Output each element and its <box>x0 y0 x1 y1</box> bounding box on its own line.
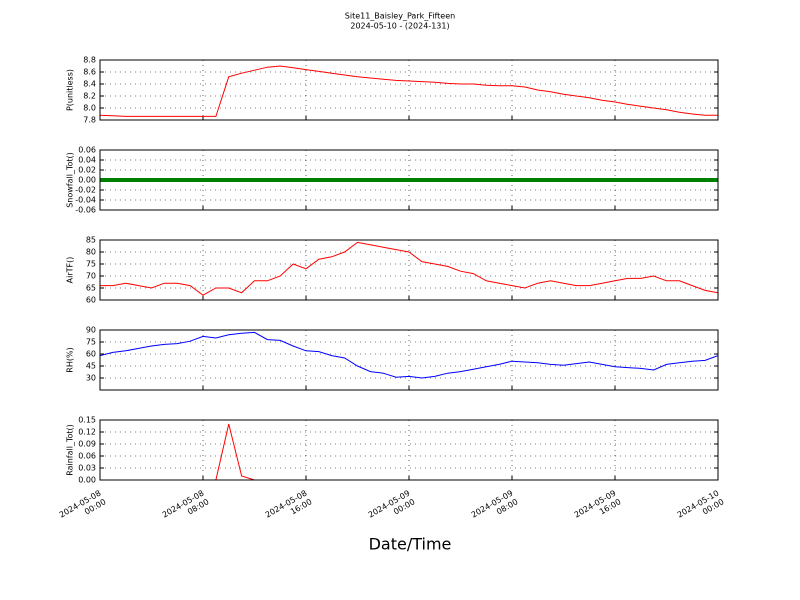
y-tick-label: 0.00 <box>78 476 96 485</box>
data-line <box>100 331 718 379</box>
y-tick-label: 0.15 <box>78 416 96 425</box>
y-tick-label: 8.4 <box>83 80 96 89</box>
y-tick-label: 8.2 <box>83 92 96 101</box>
plot-frame <box>99 59 719 121</box>
y-tick-label: 45 <box>86 362 96 371</box>
y-tick-label: 8.0 <box>83 104 96 113</box>
data-line <box>100 241 718 296</box>
y-tick-label: 0.06 <box>78 452 96 461</box>
y-tick-label: 75 <box>86 260 96 269</box>
y-tick-label: 0.04 <box>78 156 96 165</box>
y-tick-label: 60 <box>86 350 96 359</box>
y-tick-label: -0.06 <box>75 206 96 215</box>
y-tick-label: 70 <box>86 272 96 281</box>
chart-title: Site11_Baisley_Park_Fifteen <box>345 12 455 21</box>
y-tick-label: 0.02 <box>78 166 96 175</box>
y-axis-label: Snowfall_Tot() <box>66 152 75 208</box>
y-tick-label: 0.06 <box>78 146 96 155</box>
plot-frame <box>99 419 719 481</box>
data-line <box>100 65 718 117</box>
y-tick-label: 75 <box>86 338 96 347</box>
y-axis-label: P(unitless) <box>66 69 75 111</box>
y-tick-label: -0.02 <box>75 186 96 195</box>
y-tick-label: 7.8 <box>83 116 96 125</box>
y-axis-label: AirTF() <box>66 257 75 284</box>
y-tick-label: 30 <box>86 374 96 383</box>
y-tick-label: 0.03 <box>78 464 96 473</box>
y-tick-label: 0.00 <box>78 176 96 185</box>
y-tick-label: 8.6 <box>83 68 96 77</box>
y-tick-label: 0.12 <box>78 428 96 437</box>
y-tick-label: 8.8 <box>83 56 96 65</box>
y-tick-label: 90 <box>86 326 96 335</box>
y-tick-label: 0.09 <box>78 440 96 449</box>
y-axis-label: RH(%) <box>66 347 75 372</box>
y-tick-label: 65 <box>86 284 96 293</box>
y-tick-label: -0.04 <box>75 196 96 205</box>
chart-subtitle: 2024-05-10 - (2024-131) <box>350 22 449 31</box>
plot-frame <box>99 329 719 391</box>
y-tick-label: 60 <box>86 296 96 305</box>
y-axis-label: Rainfall_Tot() <box>66 424 75 476</box>
plot-frame <box>99 149 719 211</box>
plot-frame <box>99 239 719 301</box>
x-axis-label: Date/Time <box>369 535 452 554</box>
y-tick-label: 80 <box>86 248 96 257</box>
y-tick-label: 85 <box>86 236 96 245</box>
